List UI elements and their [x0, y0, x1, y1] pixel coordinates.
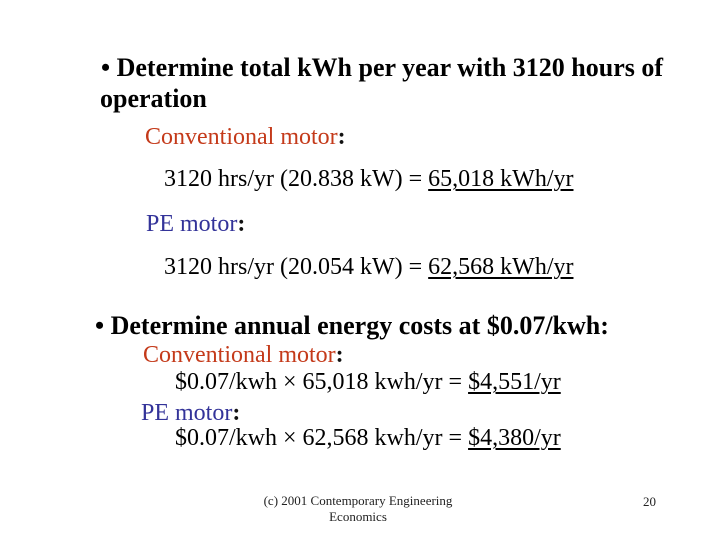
- section2-pe-motor-label: PE motor:: [141, 399, 240, 427]
- pe-motor-text: PE motor: [146, 211, 238, 237]
- equation-result-underlined: 65,018 kWh/yr: [428, 166, 574, 192]
- label-colon: :: [335, 342, 344, 368]
- equation-result-underlined: $4,380/yr: [468, 425, 561, 451]
- equation-result-underlined: $4,551/yr: [468, 369, 561, 395]
- section2-pe-equation: $0.07/kwh × 62,568 kwh/yr = $4,380/yr: [175, 424, 561, 452]
- pe-motor-text: PE motor: [141, 400, 233, 426]
- section2-title: • Determine annual energy costs at $0.07…: [95, 311, 609, 340]
- section2-conventional-motor-label: Conventional motor:: [143, 341, 344, 369]
- equation-prefix: 3120 hrs/yr (20.838 kW) =: [164, 166, 429, 192]
- equation-prefix: 3120 hrs/yr (20.054 kW) =: [164, 254, 429, 280]
- footer-copyright: (c) 2001 Contemporary Engineering Econom…: [238, 493, 478, 525]
- conventional-motor-text: Conventional motor: [145, 124, 338, 150]
- label-colon: :: [232, 400, 241, 426]
- footer-line2: Economics: [329, 509, 387, 524]
- section1-conventional-motor-label: Conventional motor:: [145, 123, 346, 151]
- section1-title-line1: • Determine total kWh per year with 3120…: [101, 53, 664, 82]
- equation-prefix: $0.07/kwh × 65,018 kwh/yr =: [175, 369, 469, 395]
- equation-prefix: $0.07/kwh × 62,568 kwh/yr =: [175, 425, 469, 451]
- equation-result-underlined: 62,568 kWh/yr: [428, 254, 574, 280]
- section1-title-line2: operation: [100, 84, 207, 113]
- label-colon: :: [237, 211, 246, 237]
- section1-pe-motor-label: PE motor:: [146, 210, 245, 238]
- section1-conventional-equation: 3120 hrs/yr (20.838 kW) = 65,018 kWh/yr: [164, 165, 573, 193]
- section2-conventional-equation: $0.07/kwh × 65,018 kwh/yr = $4,551/yr: [175, 368, 561, 396]
- footer-line1: (c) 2001 Contemporary Engineering: [263, 493, 453, 508]
- label-colon: :: [337, 124, 346, 150]
- section1-pe-equation: 3120 hrs/yr (20.054 kW) = 62,568 kWh/yr: [164, 253, 573, 281]
- conventional-motor-text: Conventional motor: [143, 342, 336, 368]
- page-number: 20: [643, 494, 656, 509]
